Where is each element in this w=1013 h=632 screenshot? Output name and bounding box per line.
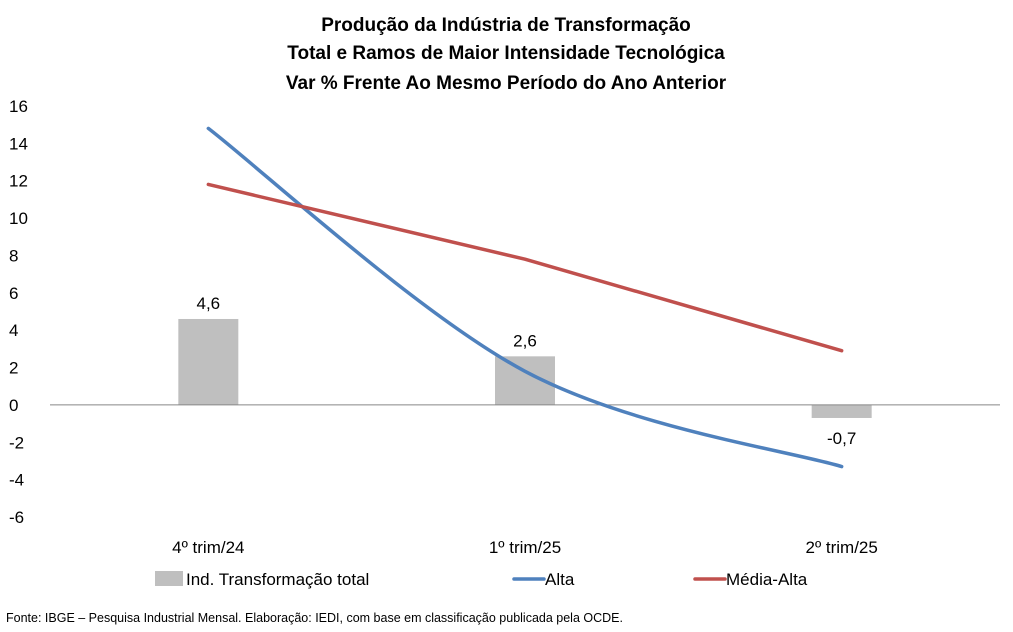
- bar-labels: 4,6 2,6 -0,7: [197, 294, 857, 448]
- y-tick-label: 16: [9, 97, 28, 116]
- bar-data-label: -0,7: [827, 429, 856, 448]
- y-tick-label: 12: [9, 172, 28, 191]
- title-line-3: Var % Frente Ao Mesmo Período do Ano Ant…: [286, 73, 727, 94]
- y-tick-label: 8: [9, 246, 18, 265]
- y-tick-label: -4: [9, 471, 24, 490]
- x-tick-label: 1º trim/25: [489, 538, 561, 557]
- bar-data-label: 4,6: [197, 294, 221, 313]
- bar: [811, 404, 872, 418]
- y-tick-label: 14: [9, 134, 28, 153]
- series-line-alta: [206, 126, 844, 469]
- x-tick-label: 2º trim/25: [805, 538, 877, 557]
- series-line-m-dia-alta: [206, 182, 844, 353]
- y-tick-label: 0: [9, 396, 18, 415]
- y-tick-label: 4: [9, 321, 18, 340]
- source-note: Fonte: IBGE – Pesquisa Industrial Mensal…: [6, 611, 623, 625]
- legend-label: Alta: [545, 570, 575, 589]
- y-axis: 16 14 12 10 8 6 4 2 0 -2 -4 -6: [9, 97, 28, 527]
- legend-swatch-bar: [155, 571, 183, 586]
- y-tick-label: -6: [9, 508, 24, 527]
- series-lines: [206, 126, 844, 469]
- title-line-1: Produção da Indústria de Transformação: [321, 15, 691, 36]
- legend-label: Ind. Transformação total: [186, 570, 369, 589]
- bar-data-label: 2,6: [513, 331, 537, 350]
- y-tick-label: -2: [9, 433, 24, 452]
- y-tick-label: 2: [9, 359, 18, 378]
- legend-label: Média-Alta: [726, 570, 808, 589]
- y-tick-label: 10: [9, 209, 28, 228]
- chart-title: Produção da Indústria de Transformação T…: [286, 15, 727, 94]
- x-axis: 4º trim/24 1º trim/25 2º trim/25: [172, 538, 878, 557]
- x-tick-label: 4º trim/24: [172, 538, 244, 557]
- legend: Ind. Transformação total Alta Média-Alta: [155, 570, 808, 589]
- title-line-2: Total e Ramos de Maior Intensidade Tecno…: [287, 43, 725, 64]
- bar: [178, 318, 239, 405]
- y-tick-label: 6: [9, 284, 18, 303]
